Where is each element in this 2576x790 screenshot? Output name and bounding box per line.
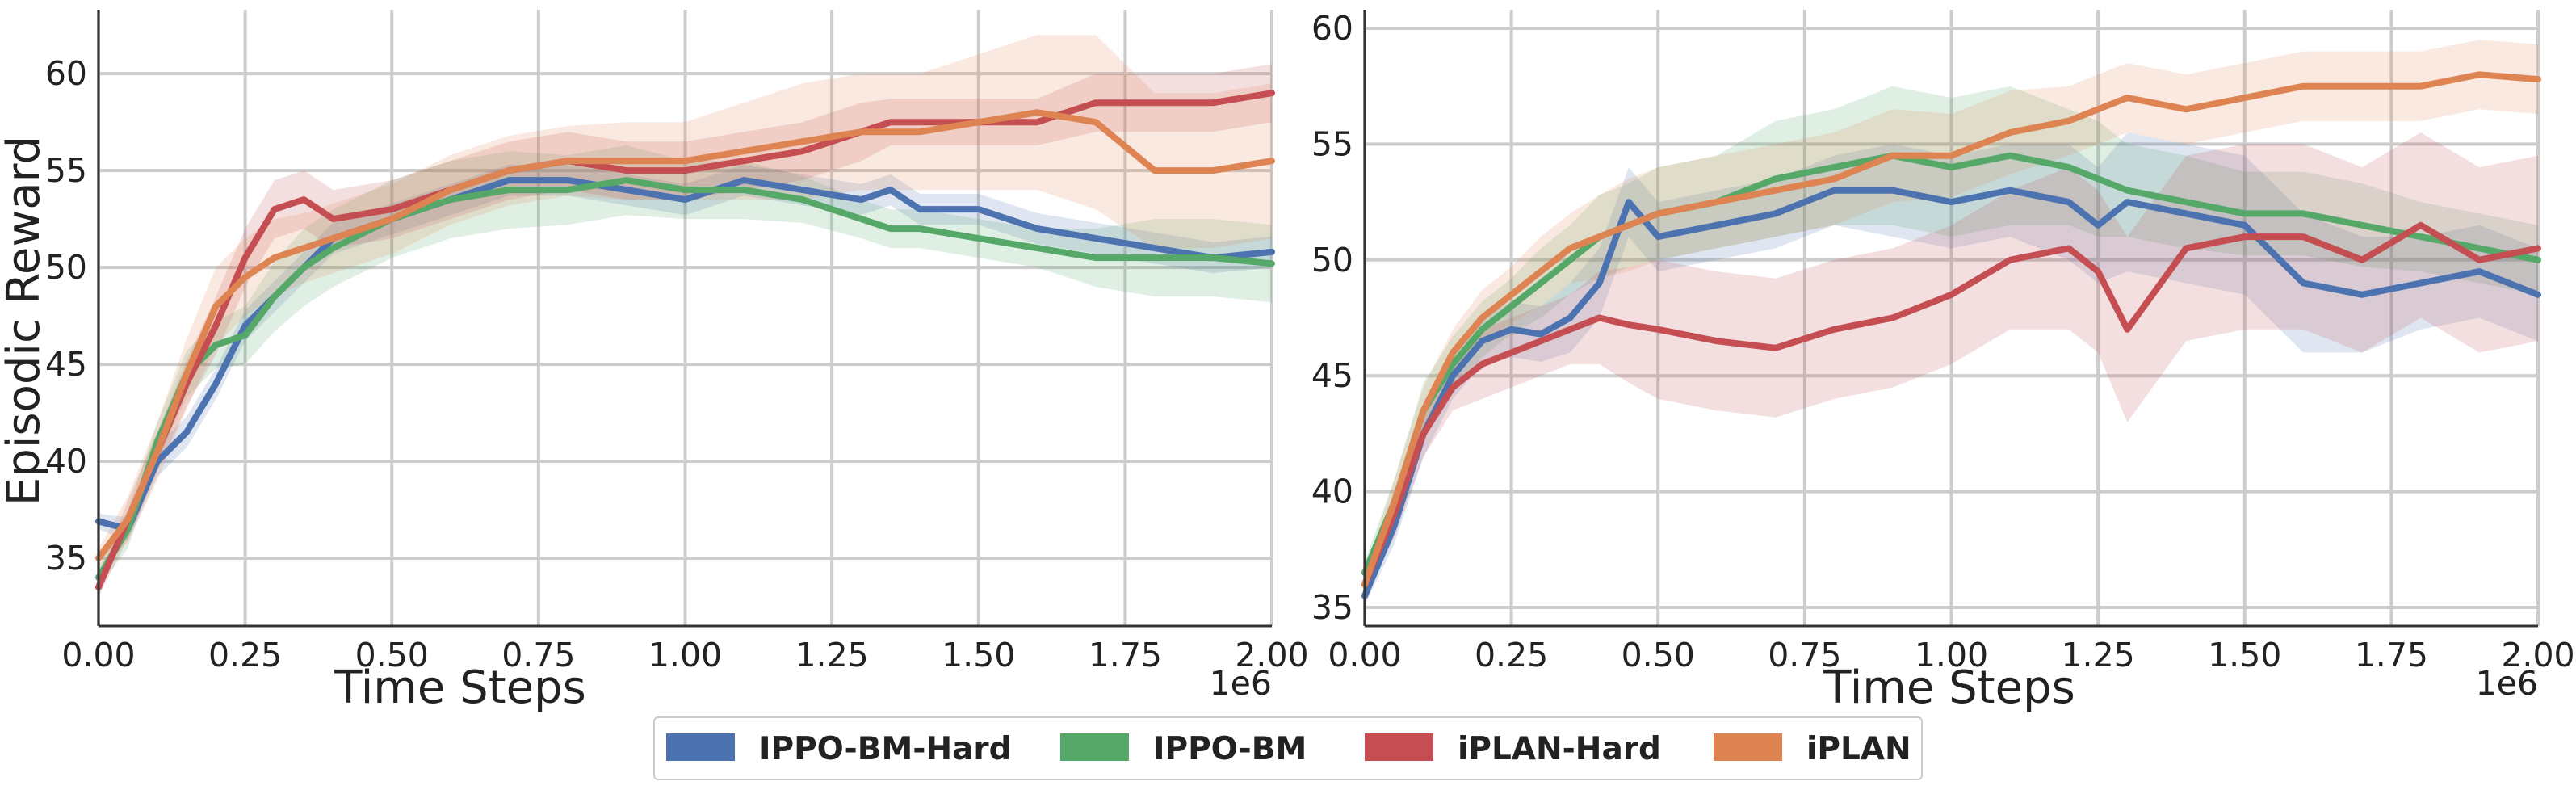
right-xtick-1.00: 1.00 [1915, 636, 1988, 674]
left-confidence-bands [99, 35, 1272, 597]
left-band-iplan [99, 35, 1272, 568]
right-plot-panel: 0.00 0.25 0.50 0.75 1.00 1.25 1.50 1.75 2.00 35 4… [1311, 9, 2575, 714]
left-x-multiplier: 1e6 [1210, 664, 1272, 703]
left-axes-spines [97, 10, 1272, 628]
right-xtick-0.50: 0.50 [1622, 636, 1695, 674]
right-ytick-45: 45 [1311, 356, 1353, 395]
legend-swatch-iplan [1714, 733, 1782, 761]
left-xtick-2.00: 2.00 [1235, 636, 1308, 674]
left-line-iplan [95, 109, 1275, 561]
left-ytick-40: 40 [45, 442, 87, 481]
legend-label-ippo-bm: IPPO-BM [1153, 731, 1307, 767]
right-x-axis-label: Time Steps [1823, 662, 2075, 714]
right-xtick-0.00: 0.00 [1328, 636, 1401, 674]
legend: IPPO-BM-Hard IPPO-BM iPLAN-Hard iPLAN [653, 716, 1923, 780]
left-band-iplan-hard [99, 64, 1272, 597]
left-y-tick-labels: 35 40 45 50 55 60 [45, 54, 87, 578]
left-xtick-1.25: 1.25 [795, 636, 868, 674]
legend-label-iplan-hard: iPLAN-Hard [1458, 731, 1661, 767]
right-x-multiplier: 1e6 [2476, 664, 2538, 703]
left-xtick-0.00: 0.00 [61, 636, 135, 674]
left-xtick-1.50: 1.50 [942, 636, 1015, 674]
left-line-iplan-hard [95, 90, 1275, 590]
right-ytick-50: 50 [1311, 241, 1353, 279]
left-xtick-0.75: 0.75 [501, 636, 575, 674]
right-xtick-1.50: 1.50 [2208, 636, 2281, 674]
legend-swatch-ippo-bm [1060, 733, 1129, 761]
left-xtick-0.25: 0.25 [208, 636, 282, 674]
right-band-ippo-bm-hard [1365, 132, 2538, 606]
left-xtick-0.50: 0.50 [355, 636, 429, 674]
right-line-iplan [1361, 71, 2541, 588]
left-ytick-35: 35 [45, 539, 87, 578]
right-line-iplan-hard [1361, 221, 2541, 588]
right-grid [1363, 10, 2540, 626]
right-xtick-0.25: 0.25 [1475, 636, 1548, 674]
right-x-tick-labels: 0.00 0.25 0.50 0.75 1.00 1.25 1.50 1.75 2.00 [1328, 636, 2574, 674]
left-xtick-1.00: 1.00 [648, 636, 722, 674]
legend-frame [653, 716, 1923, 780]
left-ytick-55: 55 [45, 151, 87, 190]
left-x-tick-labels: 0.00 0.25 0.50 0.75 1.00 1.25 1.50 1.75 2.00 [61, 636, 1308, 674]
legend-swatch-ippo-bm-hard [666, 733, 735, 761]
right-line-ippo-bm [1361, 152, 2541, 576]
legend-label-iplan: iPLAN [1806, 731, 1911, 767]
left-band-ippo-bm [99, 145, 1272, 587]
right-xtick-1.25: 1.25 [2061, 636, 2134, 674]
left-plot-panel: 0.00 0.25 0.50 0.75 1.00 1.25 1.50 1.75 2.00 35 4… [0, 10, 1309, 714]
y-axis-label: Episodic Reward [0, 136, 50, 506]
left-ytick-50: 50 [45, 248, 87, 287]
left-x-axis-label: Time Steps [334, 662, 586, 714]
left-xtick-1.75: 1.75 [1089, 636, 1162, 674]
right-line-ippo-bm-hard [1361, 187, 2541, 599]
right-ytick-40: 40 [1311, 473, 1353, 511]
right-band-iplan-hard [1365, 132, 2538, 596]
left-line-ippo-bm [95, 177, 1275, 581]
legend-label-ippo-bm-hard: IPPO-BM-Hard [759, 731, 1012, 767]
right-y-tick-labels: 35 40 45 50 55 60 [1311, 9, 1353, 627]
right-series-lines [1361, 71, 2541, 599]
left-ytick-45: 45 [45, 345, 87, 384]
left-ytick-60: 60 [45, 54, 87, 93]
right-xtick-0.75: 0.75 [1768, 636, 1841, 674]
right-band-iplan [1365, 40, 2538, 596]
right-axes-spines [1363, 10, 2538, 628]
legend-swatch-iplan-hard [1365, 733, 1433, 761]
right-xtick-2.00: 2.00 [2501, 636, 2574, 674]
right-ytick-55: 55 [1311, 124, 1353, 163]
left-series-lines [95, 90, 1275, 590]
right-ytick-35: 35 [1311, 588, 1353, 627]
right-xtick-1.75: 1.75 [2355, 636, 2428, 674]
right-ytick-60: 60 [1311, 9, 1353, 48]
